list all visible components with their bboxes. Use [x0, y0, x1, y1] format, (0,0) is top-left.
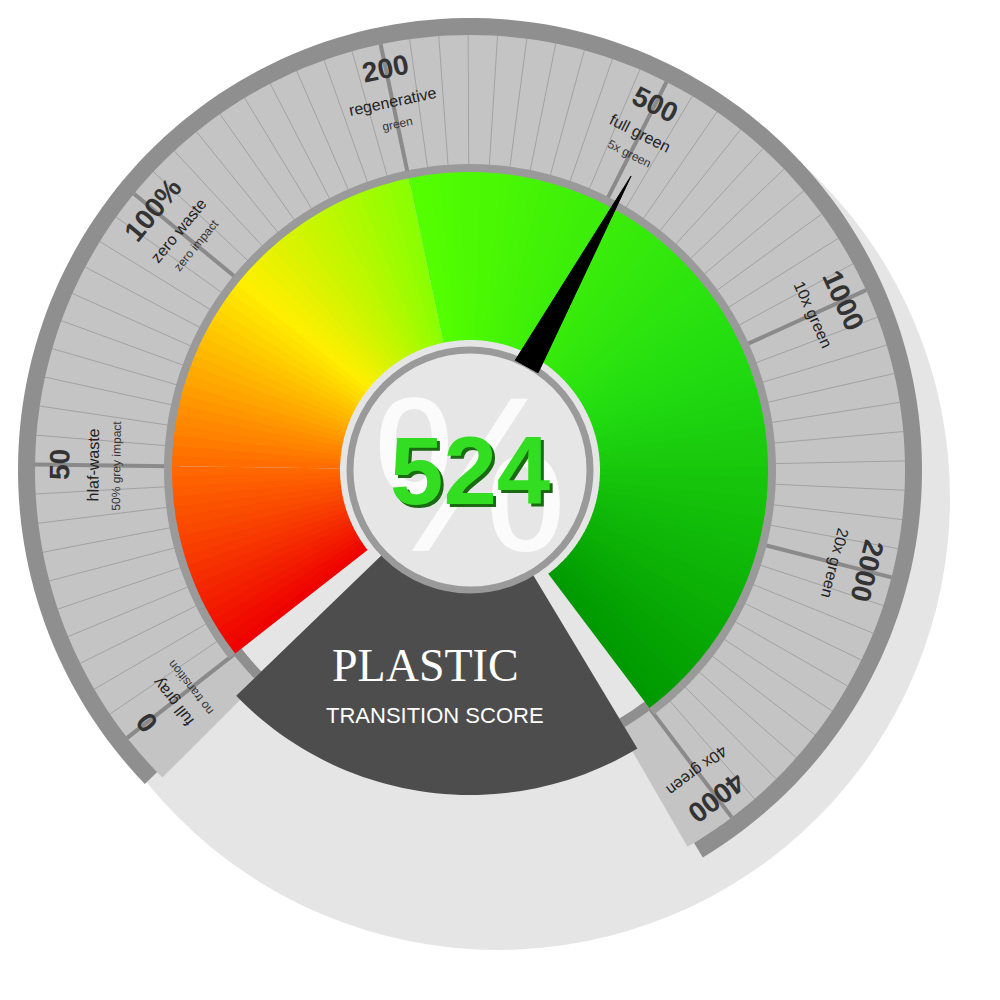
svg-text:50% grey impact: 50% grey impact	[109, 421, 124, 511]
svg-text:2000: 2000	[844, 537, 889, 605]
svg-text:regenerative: regenerative	[347, 84, 438, 119]
svg-text:500: 500	[627, 80, 683, 129]
svg-text:no transition: no transition	[165, 657, 216, 717]
svg-text:zero waste: zero waste	[148, 195, 210, 266]
svg-text:full green: full green	[607, 111, 673, 156]
svg-text:green: green	[381, 114, 414, 134]
svg-text:TRANSITION SCORE: TRANSITION SCORE	[326, 703, 544, 728]
svg-text:20x green: 20x green	[818, 527, 852, 600]
svg-text:full gray: full gray	[149, 674, 197, 729]
svg-text:hlaf-waste: hlaf-waste	[84, 428, 102, 501]
svg-text:1000: 1000	[816, 266, 870, 336]
svg-text:4000: 4000	[682, 767, 750, 829]
svg-text:40x green: 40x green	[663, 742, 730, 798]
svg-text:PLASTIC: PLASTIC	[332, 640, 519, 691]
svg-text:100%: 100%	[118, 172, 187, 247]
svg-text:200: 200	[359, 49, 411, 89]
svg-text:zero impact: zero impact	[171, 217, 222, 274]
svg-text:5x green: 5x green	[606, 137, 654, 171]
svg-text:524: 524	[393, 420, 553, 527]
svg-text:524: 524	[390, 417, 550, 524]
svg-text:50: 50	[44, 449, 75, 481]
svg-text:0: 0	[130, 707, 164, 738]
svg-text:%: %	[372, 352, 568, 598]
svg-text:10x green: 10x green	[791, 279, 836, 351]
